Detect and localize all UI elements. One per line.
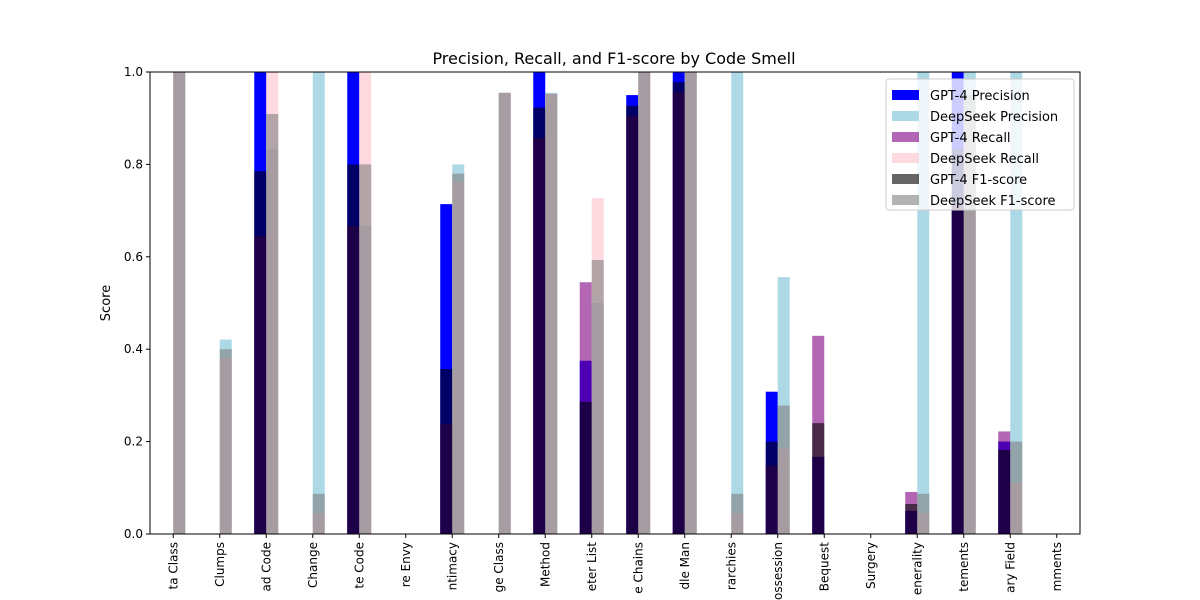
x-tick-label: re Envy	[399, 542, 413, 587]
legend-label: DeepSeek Recall	[930, 152, 1039, 167]
bar-deepseek-f1-score-13	[777, 405, 790, 534]
x-tick-label: Method	[538, 542, 552, 587]
x-tick-label: mments	[1050, 542, 1064, 591]
x-tick-label: ad Code	[259, 542, 273, 592]
x-tick-label: e Chains	[631, 542, 645, 594]
x-tick-label: ta Class	[166, 542, 180, 589]
y-tick-label: 1.0	[124, 65, 143, 79]
legend-label: DeepSeek F1-score	[930, 194, 1056, 209]
bar-deepseek-f1-score-0	[173, 72, 186, 534]
bar-gpt-4-f1-score-6	[440, 369, 453, 534]
bar-gpt-4-f1-score-13	[765, 441, 778, 534]
x-tick-label: tements	[957, 542, 971, 592]
x-tick-label: ge Class	[492, 542, 506, 592]
legend-box	[885, 78, 1075, 211]
legend: GPT-4 Precision DeepSeek Precision GPT-4 R…	[885, 78, 1075, 211]
x-tick-label: ntimacy	[445, 542, 459, 590]
legend-swatch	[892, 132, 919, 142]
bar-gpt-4-f1-score-18	[998, 449, 1011, 534]
axes-group: 0.0 0.2 0.4 0.6 0.8 1.0 ta Class Clumps ad Code C…	[124, 65, 1081, 600]
bar-deepseek-f1-score-7	[498, 92, 511, 534]
bar-deepseek-precision-12	[731, 72, 744, 534]
legend-label: DeepSeek Precision	[930, 110, 1058, 125]
plot-frame	[149, 71, 1081, 535]
bar-gpt-4-f1-score-10	[626, 105, 639, 534]
bar-gpt-4-f1-score-4	[347, 164, 360, 534]
x-tick-label: rarchies	[724, 542, 738, 590]
bar-deepseek-f1-score-3	[312, 493, 325, 534]
bars-group	[173, 72, 1023, 534]
x-tick-label: ossession	[771, 542, 785, 600]
bar-deepseek-f1-score-8	[545, 93, 558, 534]
y-axis-label: Score	[99, 285, 114, 321]
bar-deepseek-f1-score-10	[638, 72, 651, 534]
bar-deepseek-precision-3	[312, 72, 325, 534]
bar-gpt-4-f1-score-8	[533, 107, 546, 534]
x-tick-label: ary Field	[1003, 542, 1017, 593]
bar-deepseek-f1-score-4	[359, 164, 372, 534]
legend-swatch	[892, 90, 919, 100]
legend-label: GPT-4 Precision	[930, 89, 1030, 104]
bar-deepseek-f1-score-1	[219, 349, 232, 534]
bar-deepseek-f1-score-11	[684, 72, 697, 534]
bar-gpt-4-f1-score-16	[905, 503, 918, 534]
chart-title: Precision, Recall, and F1-score by Code …	[432, 49, 795, 68]
x-tick-label: eter List	[585, 542, 599, 591]
bar-gpt-4-f1-score-11	[672, 82, 685, 534]
bar-gpt-4-f1-score-9	[579, 401, 592, 534]
y-tick-label: 0.2	[124, 435, 143, 449]
legend-swatch	[892, 111, 919, 121]
bar-deepseek-f1-score-2	[266, 114, 279, 534]
bar-gpt-4-f1-score-2	[254, 171, 267, 534]
bar-deepseek-f1-score-18	[1010, 441, 1023, 534]
y-tick-label: 0.0	[124, 527, 143, 541]
y-tick-label: 0.8	[124, 157, 143, 171]
x-tick-label: te Code	[352, 542, 366, 589]
legend-swatch	[892, 153, 919, 163]
y-tick-label: 0.4	[124, 342, 143, 356]
bar-gpt-4-f1-score-14	[812, 423, 825, 534]
x-tick-label: Change	[306, 542, 320, 588]
legend-swatch	[892, 195, 919, 205]
legend-swatch	[892, 174, 919, 184]
legend-label: GPT-4 Recall	[930, 131, 1011, 146]
y-tick-label: 0.6	[124, 250, 143, 264]
bar-deepseek-f1-score-16	[917, 493, 930, 534]
bar-deepseek-f1-score-6	[452, 173, 465, 534]
x-tick-label: Bequest	[817, 542, 831, 591]
bar-gpt-4-f1-score-17	[951, 149, 964, 534]
bar-deepseek-f1-score-12	[731, 493, 744, 534]
bar-deepseek-f1-score-9	[591, 260, 604, 534]
x-tick-label: Surgery	[864, 542, 878, 589]
legend-label: GPT-4 F1-score	[930, 173, 1027, 188]
x-tick-label: Clumps	[213, 542, 227, 587]
x-tick-label: enerality	[910, 542, 924, 595]
x-tick-label: dle Man	[678, 542, 692, 589]
plot-area	[173, 72, 1023, 534]
